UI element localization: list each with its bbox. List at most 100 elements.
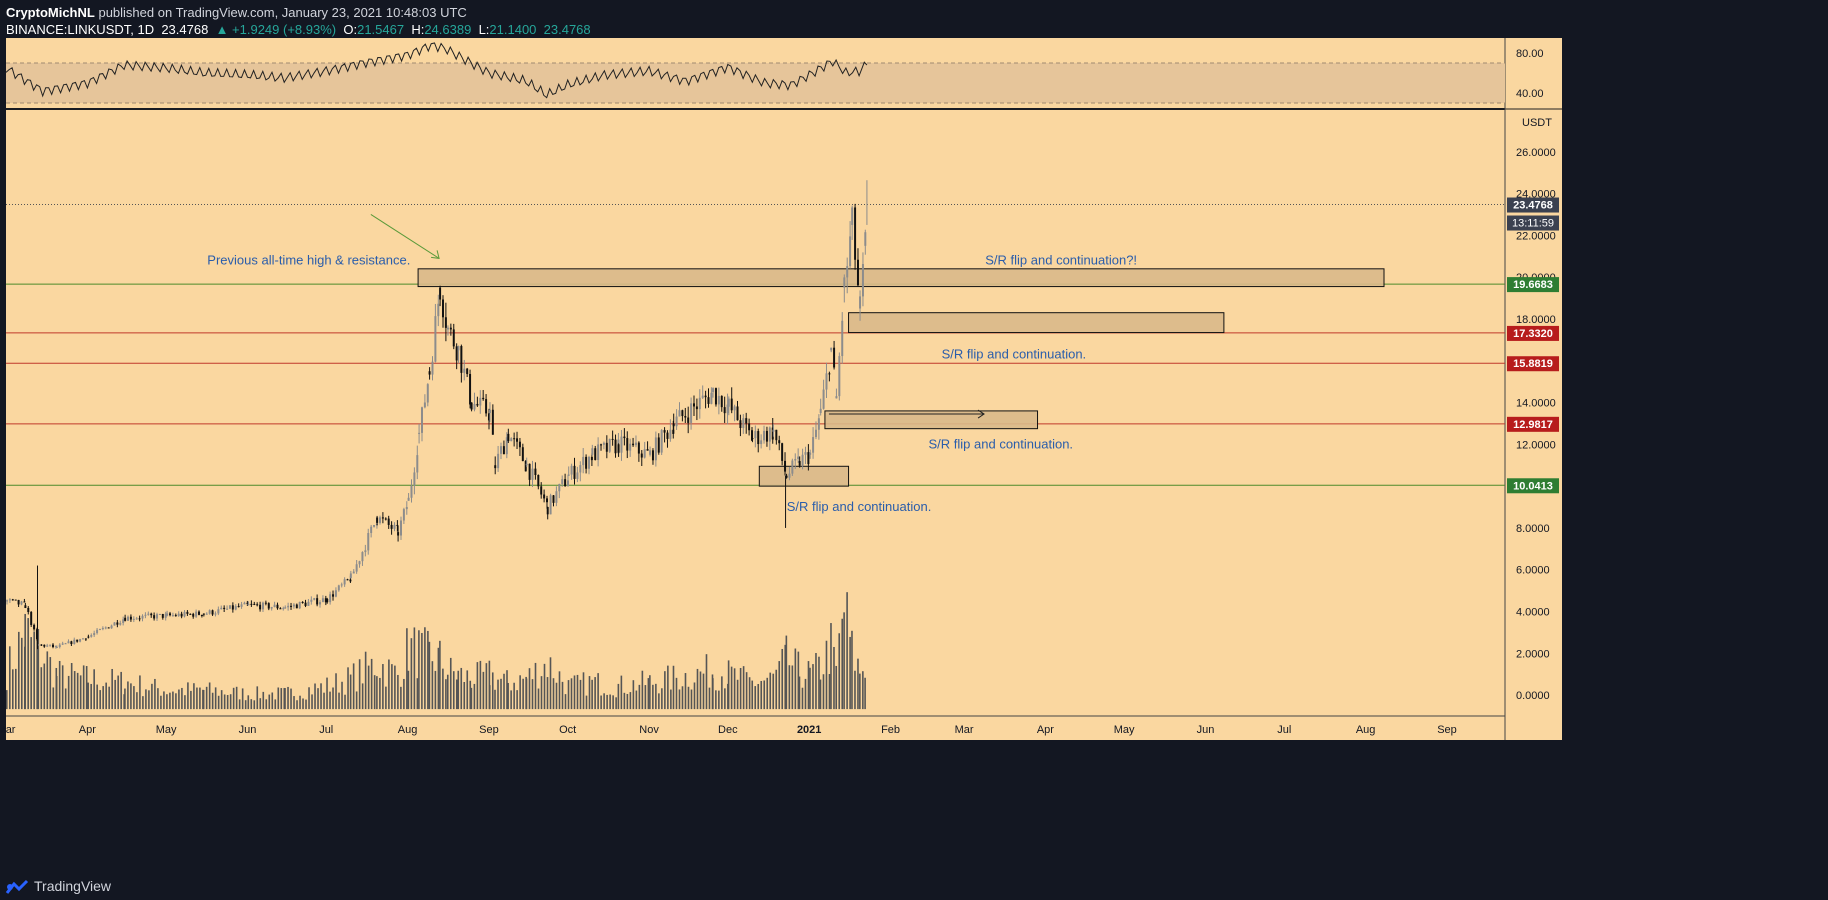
footer-bar: TradingView xyxy=(0,872,1828,900)
annotation-sr-flip-13: S/R flip and continuation. xyxy=(929,436,1074,451)
candle-body xyxy=(469,374,472,405)
time-tick-label: Mar xyxy=(0,724,16,736)
volume-bar xyxy=(791,665,794,710)
time-tick-label: Jul xyxy=(1277,724,1291,736)
volume-bar xyxy=(96,684,98,710)
volume-bar xyxy=(36,638,38,710)
volume-bar xyxy=(854,670,856,710)
candle-body xyxy=(549,495,552,515)
volume-bar xyxy=(862,671,864,710)
volume-bar xyxy=(760,680,763,710)
volume-bar xyxy=(431,661,434,710)
time-tick-label: Aug xyxy=(398,724,418,736)
candle-body xyxy=(704,395,707,398)
candle-body xyxy=(798,461,801,466)
volume-bar xyxy=(335,673,337,710)
candle-body xyxy=(127,616,130,621)
volume-bar xyxy=(612,695,614,710)
volume-bar xyxy=(503,673,505,710)
candle-body xyxy=(11,599,14,601)
candle-body xyxy=(730,398,733,411)
volume-bar xyxy=(649,675,651,710)
volume-bar xyxy=(684,673,687,710)
volume-bar xyxy=(708,687,711,710)
price-label: 23.4768 xyxy=(1513,200,1553,212)
volume-bar xyxy=(302,698,304,710)
volume-bar xyxy=(849,636,851,710)
rsi-line xyxy=(5,42,868,99)
zone-10 xyxy=(758,465,850,487)
volume-bar xyxy=(745,672,748,710)
candle-body xyxy=(161,613,164,618)
candle-body xyxy=(189,613,192,615)
volume-bar xyxy=(615,697,617,710)
candle-body xyxy=(788,473,791,478)
candle-body xyxy=(76,639,79,642)
candle-body xyxy=(319,602,322,605)
candle-body xyxy=(507,433,510,442)
volume-bar xyxy=(136,692,138,710)
volume-bar xyxy=(55,676,58,710)
volume-bar xyxy=(446,674,449,710)
volume-bar xyxy=(705,654,708,710)
volume-bar xyxy=(139,675,141,710)
candle-body xyxy=(626,438,629,451)
candle-body xyxy=(67,641,70,644)
candle-body xyxy=(267,603,270,609)
volume-bar xyxy=(466,670,469,710)
volume-bar xyxy=(733,668,736,710)
candle-body xyxy=(282,608,285,610)
symbol-label[interactable]: BINANCE:LINKUSDT, 1D xyxy=(6,22,155,37)
candle-body xyxy=(846,266,849,278)
price-label: 12.9817 xyxy=(1513,419,1553,431)
time-tick-label: Nov xyxy=(639,724,659,736)
volume-bar xyxy=(494,689,496,710)
volume-bar xyxy=(394,665,396,710)
candle-body xyxy=(434,316,437,362)
volume-bar xyxy=(724,688,726,710)
countdown-label: 13:11:59 xyxy=(1512,218,1554,230)
candle-body xyxy=(649,450,652,455)
candle-body xyxy=(202,613,205,615)
volume-bar xyxy=(543,663,546,710)
price-tick-label: 12.0000 xyxy=(1516,439,1556,451)
candle-body xyxy=(428,371,431,375)
candle-body xyxy=(358,561,361,565)
volume-bar xyxy=(308,687,310,710)
volume-bar xyxy=(766,677,769,710)
volume-bar xyxy=(510,690,512,710)
candle-body xyxy=(772,429,775,432)
time-tick-label: Jun xyxy=(239,724,257,736)
volume-bar xyxy=(620,675,623,710)
volume-bar xyxy=(457,670,460,710)
volume-bar xyxy=(145,689,147,710)
candle-body xyxy=(634,442,637,446)
candle-body xyxy=(132,618,135,620)
volume-bar xyxy=(105,682,107,710)
candle-body xyxy=(502,446,505,455)
candle-body xyxy=(771,427,774,440)
volume-bar xyxy=(172,691,174,710)
candle-body xyxy=(859,296,862,309)
candle-body xyxy=(256,604,259,606)
volume-bar xyxy=(798,676,801,710)
price-pane xyxy=(6,110,1505,716)
volume-bar xyxy=(696,668,699,710)
volume-bar xyxy=(739,667,742,710)
volume-bar xyxy=(591,679,593,710)
time-tick-label: Jul xyxy=(319,724,333,736)
candle-body xyxy=(61,643,64,645)
volume-bar xyxy=(166,694,168,710)
candle-body xyxy=(324,598,327,603)
candle-body xyxy=(378,517,381,523)
tradingview-brand[interactable]: TradingView xyxy=(34,878,112,894)
time-tick-label: Dec xyxy=(718,724,738,736)
candle-body xyxy=(751,438,754,440)
author-name[interactable]: CryptoMichNL xyxy=(6,5,95,20)
candle-body xyxy=(164,613,167,618)
volume-bar xyxy=(449,657,452,710)
low-value: 21.1400 xyxy=(489,22,537,37)
volume-bar xyxy=(632,680,635,710)
volume-bar xyxy=(373,675,376,710)
